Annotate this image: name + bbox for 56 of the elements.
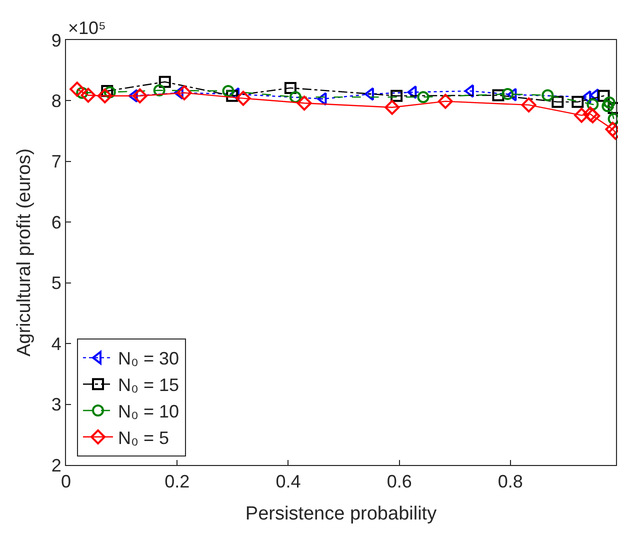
point xyxy=(602,100,614,112)
point xyxy=(364,87,374,101)
point xyxy=(97,88,112,104)
point xyxy=(226,90,238,102)
point xyxy=(603,96,616,109)
point xyxy=(158,76,171,88)
legend-label: N₀ = 5 xyxy=(118,428,169,448)
y-axis-title: Agricultural profit (euros) xyxy=(14,148,36,357)
y-tick-label: 6 xyxy=(51,212,62,232)
legend-label: N₀ = 30 xyxy=(118,348,180,369)
point xyxy=(582,90,592,104)
point xyxy=(407,85,417,99)
point xyxy=(417,91,430,104)
y-tick-label: 8 xyxy=(51,91,62,112)
legend-label: N₀ = 10 xyxy=(118,402,180,422)
x-tick-label: 0.6 xyxy=(386,472,412,492)
point xyxy=(296,96,312,111)
point xyxy=(586,98,599,110)
y-tick-label: 3 xyxy=(51,394,62,415)
point xyxy=(153,84,166,96)
point xyxy=(552,96,564,108)
x-tick-label: 0.8 xyxy=(498,472,523,492)
point xyxy=(284,82,296,94)
point xyxy=(507,88,517,102)
point xyxy=(222,85,234,97)
y-tick-label: 4 xyxy=(51,334,62,354)
x-tick-label: 0 xyxy=(60,472,72,492)
point xyxy=(70,82,85,97)
point xyxy=(464,84,474,98)
point xyxy=(572,96,584,108)
point xyxy=(438,94,453,109)
x-tick-label: 0.4 xyxy=(276,472,301,492)
point xyxy=(542,89,554,102)
point xyxy=(492,89,504,102)
point xyxy=(384,100,400,115)
point xyxy=(598,90,610,102)
y-tick-label: 9 xyxy=(51,30,62,50)
point xyxy=(574,108,590,123)
point xyxy=(390,90,403,102)
point xyxy=(176,85,192,100)
point xyxy=(80,88,96,103)
y-tick-label: 5 xyxy=(51,273,62,294)
point xyxy=(132,88,148,104)
point xyxy=(128,89,138,103)
point xyxy=(317,92,327,106)
y-tick-label: 7 xyxy=(51,152,62,172)
point xyxy=(289,91,302,104)
point xyxy=(174,86,184,100)
point xyxy=(236,90,251,106)
text: ×10⁵ xyxy=(68,18,106,38)
y-tick-label: 2 xyxy=(51,455,62,476)
x-tick-label: 0.2 xyxy=(164,472,190,492)
legend-label: N₀ = 15 xyxy=(118,375,180,396)
point xyxy=(521,97,536,112)
x-axis-title: Persistence probability xyxy=(245,503,438,524)
point xyxy=(502,88,514,100)
